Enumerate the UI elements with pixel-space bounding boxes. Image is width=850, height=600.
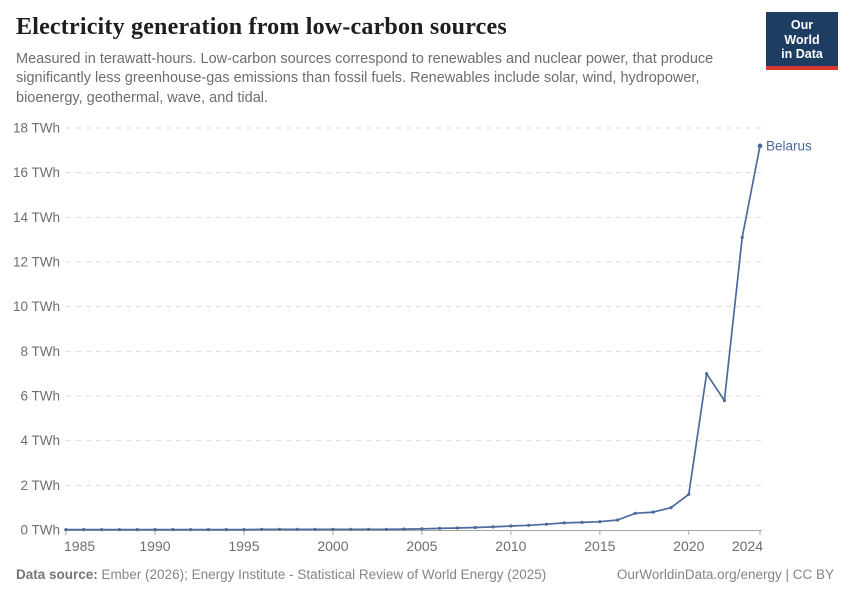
y-axis-tick-label: 16 TWh xyxy=(13,165,60,180)
chart-footer: Data source: Ember (2026); Energy Instit… xyxy=(16,567,834,582)
data-point[interactable] xyxy=(366,527,371,531)
data-point[interactable] xyxy=(669,506,673,510)
owid-logo-line2: in Data xyxy=(781,47,823,61)
x-axis-tick-label: 2005 xyxy=(406,538,437,554)
chart-title: Electricity generation from low-carbon s… xyxy=(16,14,507,40)
data-point[interactable] xyxy=(64,528,68,532)
x-axis-tick-label: 2015 xyxy=(584,538,615,554)
data-point[interactable] xyxy=(260,527,264,531)
y-axis-tick-label: 12 TWh xyxy=(13,255,60,270)
data-point[interactable] xyxy=(491,525,495,529)
data-point[interactable] xyxy=(171,528,175,532)
owid-credit-link[interactable]: OurWorldinData.org/energy | CC BY xyxy=(616,567,834,582)
series-end-label: Belarus xyxy=(766,138,812,153)
data-point[interactable] xyxy=(562,521,566,525)
line-series-path[interactable] xyxy=(65,145,761,531)
data-point[interactable] xyxy=(598,520,602,524)
x-axis-tick-label: 2020 xyxy=(673,538,704,554)
x-axis-tick-label: 1995 xyxy=(228,538,259,554)
data-point[interactable] xyxy=(189,528,193,532)
data-point[interactable] xyxy=(349,527,353,531)
data-point[interactable] xyxy=(509,524,513,528)
data-point[interactable] xyxy=(117,528,121,532)
x-axis-tick-label: 1990 xyxy=(139,538,170,554)
x-axis-tick-label: 1985 xyxy=(64,538,95,554)
data-point[interactable] xyxy=(651,510,655,514)
data-point[interactable] xyxy=(722,398,727,403)
data-point[interactable] xyxy=(740,235,744,239)
data-point[interactable] xyxy=(135,528,139,532)
data-point[interactable] xyxy=(331,527,335,531)
data-point[interactable] xyxy=(313,527,317,531)
chart-subtitle: Measured in terawatt-hours. Low-carbon s… xyxy=(16,51,714,106)
data-point[interactable] xyxy=(616,518,620,522)
data-point[interactable] xyxy=(277,527,282,531)
data-source: Data source: Ember (2026); Energy Instit… xyxy=(16,567,546,582)
data-point[interactable] xyxy=(206,528,210,532)
data-point[interactable] xyxy=(242,528,246,532)
data-point[interactable] xyxy=(402,527,406,531)
data-point[interactable] xyxy=(153,528,157,532)
data-point[interactable] xyxy=(527,523,531,527)
y-axis-tick-label: 18 TWh xyxy=(13,121,60,136)
y-axis-tick-label: 0 TWh xyxy=(20,523,60,538)
data-point[interactable] xyxy=(100,528,104,532)
data-point[interactable] xyxy=(438,526,442,531)
data-point[interactable] xyxy=(580,520,584,525)
data-point[interactable] xyxy=(295,527,299,531)
data-source-text: Ember (2026); Energy Institute - Statist… xyxy=(97,567,547,582)
chart-header: Electricity generation from low-carbon s… xyxy=(16,14,750,108)
data-point[interactable] xyxy=(687,492,691,496)
data-point[interactable] xyxy=(224,528,228,532)
y-axis-tick-label: 14 TWh xyxy=(13,210,60,225)
data-point[interactable] xyxy=(633,511,638,515)
y-axis-tick-label: 2 TWh xyxy=(20,478,60,493)
y-axis-tick-label: 8 TWh xyxy=(20,344,60,359)
x-axis-tick-label: 2010 xyxy=(495,538,526,554)
data-source-label: Data source: xyxy=(16,567,98,582)
x-axis-tick-label: 2024 xyxy=(732,538,763,554)
y-axis-tick-label: 10 TWh xyxy=(13,299,60,314)
data-point[interactable] xyxy=(473,525,477,530)
owid-logo-line1: Our World xyxy=(784,18,820,47)
data-point[interactable] xyxy=(757,143,763,149)
owid-logo[interactable]: Our World in Data xyxy=(766,12,838,70)
y-axis-tick-label: 4 TWh xyxy=(20,433,60,448)
y-axis-tick-label: 6 TWh xyxy=(20,389,60,404)
data-point[interactable] xyxy=(384,527,388,531)
data-point[interactable] xyxy=(82,528,86,532)
data-point[interactable] xyxy=(705,372,709,376)
data-point[interactable] xyxy=(455,526,460,530)
x-axis-tick-label: 2000 xyxy=(317,538,348,554)
data-point[interactable] xyxy=(420,527,424,531)
data-point[interactable] xyxy=(544,522,549,526)
